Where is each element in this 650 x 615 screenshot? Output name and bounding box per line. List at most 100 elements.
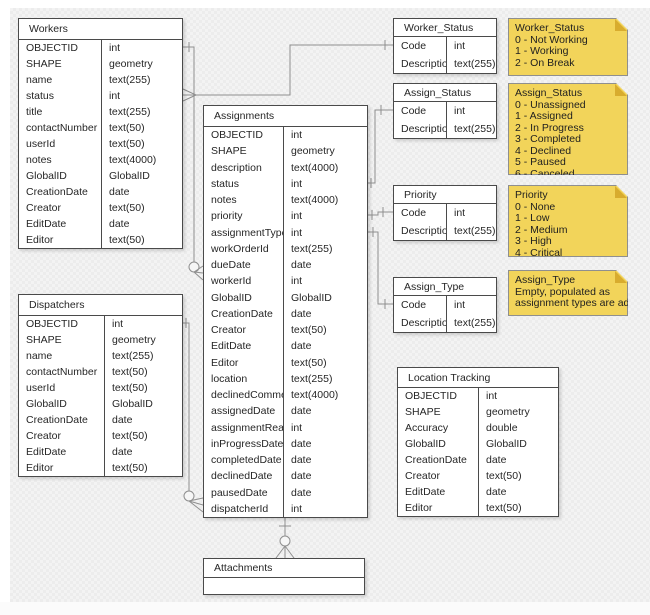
field-row[interactable] [204, 578, 364, 594]
table-title[interactable]: Dispatchers [19, 295, 182, 316]
field-row[interactable]: dueDate date [204, 257, 367, 274]
entity-table-dispatchers[interactable]: Dispatchers OBJECTID int SHAPE geometry name… [18, 294, 183, 477]
field-row[interactable]: CreationDate date [19, 412, 182, 428]
field-row[interactable]: assignmentType int [204, 224, 367, 241]
field-row[interactable]: status int [19, 88, 182, 104]
entity-table-assign-type[interactable]: Assign_Type Code intDescriptiontext(255) [393, 277, 497, 333]
field-row[interactable]: workerId int [204, 273, 367, 290]
field-row[interactable]: title text(255) [19, 104, 182, 120]
field-row[interactable]: dispatcherId int [204, 500, 367, 517]
field-row[interactable]: name text(255) [19, 72, 182, 88]
field-row[interactable]: contactNumber text(50) [19, 120, 182, 136]
entity-table-assign-status[interactable]: Assign_Status Code intDescriptiontext(255… [393, 83, 497, 139]
field-row[interactable]: Code int [394, 37, 496, 55]
field-row[interactable]: SHAPE geometry [398, 404, 558, 420]
field-row[interactable]: notes text(4000) [19, 152, 182, 168]
field-row[interactable]: Descriptiontext(255) [394, 314, 496, 332]
field-row[interactable]: Creator text(50) [19, 200, 182, 216]
table-title[interactable]: Location Tracking [398, 368, 558, 388]
field-row[interactable]: EditDate date [19, 444, 182, 460]
entity-table-assignments[interactable]: Assignments OBJECTID int SHAPE geometry desc… [203, 105, 368, 518]
field-row[interactable]: Editor text(50) [204, 354, 367, 371]
field-row[interactable]: description text(4000) [204, 159, 367, 176]
field-row[interactable]: SHAPE geometry [19, 56, 182, 72]
field-row[interactable]: OBJECTID int [19, 40, 182, 56]
field-row[interactable]: GlobalID GlobalID [204, 289, 367, 306]
field-row[interactable]: CreationDate date [19, 184, 182, 200]
field-row[interactable]: CreationDate date [204, 305, 367, 322]
field-row[interactable]: OBJECTID int [19, 316, 182, 332]
field-row[interactable]: declinedCommenttext(4000) [204, 387, 367, 404]
field-row[interactable]: EditDate date [398, 484, 558, 500]
connector-assigntype-assignmenttype[interactable] [368, 227, 393, 309]
entity-table-priority[interactable]: Priority Code intDescriptiontext(255) [393, 185, 497, 241]
field-row[interactable]: Code int [394, 204, 496, 222]
field-row[interactable]: EditDate date [204, 338, 367, 355]
field-row[interactable]: GlobalID GlobalID [19, 168, 182, 184]
table-title[interactable]: Assign_Status [394, 84, 496, 102]
field-name: OBJECTID [26, 318, 78, 330]
field-row[interactable]: SHAPE geometry [204, 143, 367, 160]
field-row[interactable]: Creator text(50) [19, 428, 182, 444]
field-name: Creator [26, 430, 62, 442]
sticky-note-assign-status[interactable]: Assign_Status 0 - Unassigned 1 - Assigned… [508, 83, 628, 175]
sticky-note-assign-type[interactable]: Assign_Type Empty, populated as assignmen… [508, 270, 628, 316]
entity-table-worker-status[interactable]: Worker_Status Code intDescriptiontext(255… [393, 18, 497, 74]
field-type: int [101, 40, 182, 56]
field-row[interactable]: Descriptiontext(255) [394, 222, 496, 240]
field-name: Description [401, 225, 446, 237]
connector-workerstatus-workers[interactable] [182, 40, 393, 102]
entity-table-location-tracking[interactable]: Location Tracking OBJECTID int SHAPE geomet… [397, 367, 559, 517]
field-type: text(50) [104, 460, 182, 476]
field-row[interactable]: userId text(50) [19, 136, 182, 152]
table-title[interactable]: Assign_Type [394, 278, 496, 296]
entity-table-attachments[interactable]: Attachments [203, 558, 365, 595]
sticky-note-worker-status[interactable]: Worker_Status 0 - Not Working 1 - Working… [508, 18, 628, 76]
connector-dispatchers-dispatcherid[interactable] [183, 318, 204, 513]
field-row[interactable]: GlobalID GlobalID [398, 436, 558, 452]
sticky-note-priority[interactable]: Priority 0 - None 1 - Low 2 - Medium 3 - Hi… [508, 185, 628, 257]
field-row[interactable]: inProgressDate date [204, 435, 367, 452]
table-title[interactable]: Workers [19, 19, 182, 40]
connector-priority-priority[interactable] [368, 207, 393, 220]
field-row[interactable]: completedDate date [204, 452, 367, 469]
field-row[interactable]: Accuracy double [398, 420, 558, 436]
field-row[interactable]: CreationDate date [398, 452, 558, 468]
field-row[interactable]: Code int [394, 296, 496, 314]
connector-workers-workerid[interactable] [183, 42, 204, 281]
field-row[interactable]: Creator text(50) [398, 468, 558, 484]
field-row[interactable]: Creator text(50) [204, 322, 367, 339]
field-row[interactable]: assignedDate date [204, 403, 367, 420]
table-title[interactable]: Worker_Status [394, 19, 496, 37]
field-row[interactable]: Editor text(50) [19, 460, 182, 476]
table-title[interactable]: Assignments [204, 106, 367, 127]
field-row[interactable]: pausedDate date [204, 484, 367, 501]
field-row[interactable]: Editor text(50) [19, 232, 182, 248]
entity-table-workers[interactable]: Workers OBJECTID int SHAPE geometry name text… [18, 18, 183, 249]
field-row[interactable]: GlobalID GlobalID [19, 396, 182, 412]
field-row[interactable]: OBJECTID int [204, 127, 367, 144]
field-row[interactable]: SHAPE geometry [19, 332, 182, 348]
field-row[interactable]: contactNumber text(50) [19, 364, 182, 380]
field-row[interactable]: Code int [394, 102, 496, 120]
connector-assignments-attachments[interactable] [275, 516, 295, 559]
field-row[interactable]: workOrderId text(255) [204, 240, 367, 257]
field-row[interactable]: location text(255) [204, 370, 367, 387]
field-row[interactable]: name text(255) [19, 348, 182, 364]
field-row[interactable]: assignmentRead int [204, 419, 367, 436]
field-row[interactable]: Descriptiontext(255) [394, 55, 496, 73]
table-title[interactable]: Priority [394, 186, 496, 204]
field-row[interactable]: Editor text(50) [398, 500, 558, 516]
field-row[interactable]: status int [204, 175, 367, 192]
field-row[interactable]: userId text(50) [19, 380, 182, 396]
field-row[interactable]: notes text(4000) [204, 192, 367, 209]
table-title[interactable]: Attachments [204, 559, 364, 578]
field-row[interactable]: priority int [204, 208, 367, 225]
field-row[interactable]: declinedDate date [204, 468, 367, 485]
connector-assignstatus-status[interactable] [368, 105, 393, 188]
field-row[interactable]: EditDate date [19, 216, 182, 232]
field-row[interactable]: OBJECTID int [398, 388, 558, 404]
field-type: int [446, 296, 496, 314]
field-type: text(4000) [283, 159, 367, 176]
field-row[interactable]: Descriptiontext(255) [394, 120, 496, 138]
